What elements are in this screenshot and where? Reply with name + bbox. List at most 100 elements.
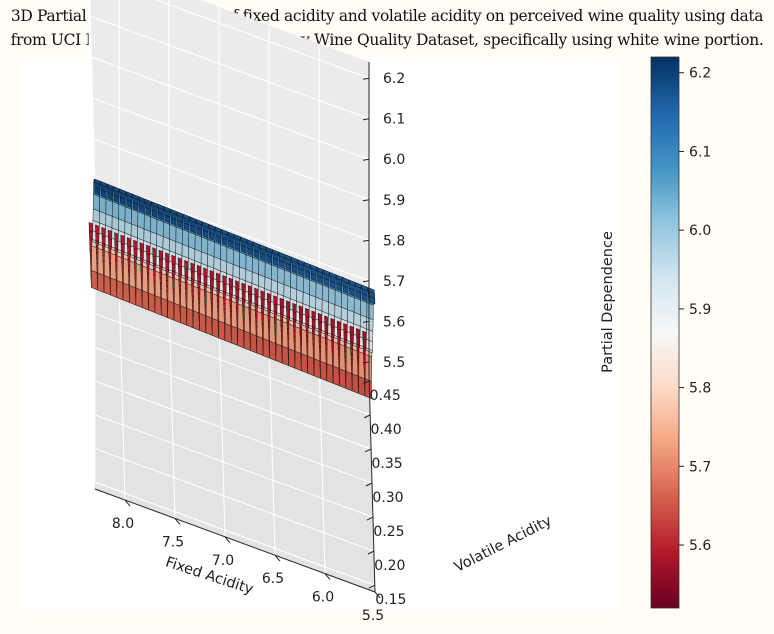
x-tick-mark: [274, 554, 281, 562]
y-tick-label: 0.35: [371, 456, 402, 472]
surface-patch: [283, 269, 291, 288]
z-tick-mark: [362, 158, 370, 161]
z-tick-mark: [362, 361, 370, 364]
surface-patch: [264, 261, 272, 280]
colorbar-tick-label: 6.1: [689, 144, 711, 160]
surface-patch: [156, 219, 164, 237]
surface-patch: [124, 206, 132, 225]
y-tick-mark: [365, 482, 373, 487]
colorbar-tick-label: 5.8: [689, 381, 711, 397]
y-tick-label: 0.25: [373, 524, 404, 540]
surface-patch: [328, 287, 336, 305]
grid-line-z-back: [88, 96, 370, 201]
x-tick-mark: [324, 573, 331, 580]
surface-patch: [245, 254, 253, 273]
surface-patch: [271, 264, 279, 283]
y-tick-label: 0.20: [374, 558, 405, 574]
surface-patch: [131, 208, 139, 227]
colorbar-tick-label: 6.0: [689, 223, 711, 239]
surface-patch: [162, 221, 170, 240]
grid-line-z-back: [88, 136, 370, 241]
z-tick-mark: [362, 77, 370, 80]
surface-patch: [99, 196, 107, 215]
y-tick-mark: [363, 414, 371, 419]
surface-patch: [169, 224, 177, 242]
y-tick-mark: [367, 550, 375, 555]
grid-line-z-back: [88, 15, 370, 120]
grid-line-z-side: [88, 258, 96, 477]
z-tick-mark: [362, 199, 370, 202]
grid-line-z-back: [154, 0, 370, 79]
colorbar-tick-label: 6.2: [689, 66, 711, 82]
x-tick-label: 7.0: [212, 553, 234, 569]
surface-patch: [290, 272, 298, 290]
surface-patch: [226, 246, 234, 265]
y-tick-mark: [366, 516, 374, 521]
z-axis-ticks: 5.5 5.6 5.7 5.8 5.9 6.0 6.1 6.2: [362, 71, 405, 371]
x-tick-label: 6.5: [262, 571, 284, 587]
z-tick-label: 5.7: [383, 274, 405, 290]
z-tick-label: 5.9: [383, 193, 405, 209]
y-tick-mark: [368, 584, 376, 589]
grid-line-y-floor: [92, 413, 374, 518]
y-tick-label: 0.40: [371, 422, 402, 438]
surface-patch: [309, 279, 317, 298]
z-tick-label: 6.1: [383, 112, 405, 128]
z-tick-mark: [362, 118, 370, 121]
colorbar-tick-label: 5.7: [689, 459, 711, 475]
surface-patch: [302, 277, 310, 295]
surface-patch: [220, 244, 228, 263]
x-tick-mark: [124, 499, 131, 507]
x-tick-mark: [174, 518, 181, 525]
y-tick-mark: [362, 380, 370, 385]
surface-patch: [143, 213, 151, 232]
grid-line-y-floor: [89, 311, 371, 416]
x-tick-label: 5.5: [362, 608, 384, 624]
surface-patch: [341, 292, 349, 310]
y-tick-label: 0.30: [372, 490, 403, 506]
x-tick-label: 8.0: [112, 516, 134, 532]
surface-plot: [88, 178, 376, 399]
surface-patch: [360, 299, 368, 318]
surface-patch: [111, 201, 120, 220]
y-axis-ticks: 0.45 0.40 0.35 0.30 0.25 0.20 0.15: [362, 380, 406, 608]
x-axis-ticks: 8.0 7.5 7.0 6.5 6.0 5.5: [112, 499, 384, 624]
surface-patch: [251, 256, 260, 275]
surface-patch: [188, 231, 196, 250]
surface-patch: [232, 249, 240, 268]
z-tick-mark: [362, 239, 370, 242]
x-tick-label: 7.5: [162, 534, 184, 550]
surface-patch: [150, 216, 158, 235]
surface-patch: [201, 236, 209, 255]
grid-line-y-floor: [91, 379, 373, 484]
surface-patch: [353, 297, 361, 316]
x-tick-label: 6.0: [312, 590, 334, 606]
surface-patch: [105, 198, 113, 217]
surface-patch: [137, 211, 145, 230]
colorbar: [650, 56, 680, 609]
colorbar-tick-label: 5.9: [689, 302, 711, 318]
z-tick-mark: [362, 280, 370, 283]
y-tick-label: 0.15: [375, 592, 406, 608]
surface-patch: [92, 193, 100, 212]
z-tick-label: 5.5: [383, 355, 405, 371]
surface-patch: [366, 302, 374, 321]
y-tick-mark: [364, 448, 372, 453]
grid-line-z-back: [88, 55, 370, 160]
z-axis-label: Partial Dependence: [600, 231, 616, 373]
x-tick-mark: [224, 536, 231, 544]
surface-patch: [347, 294, 355, 313]
surface-patch: [296, 274, 304, 293]
surface-patch: [321, 284, 330, 303]
z-tick-label: 6.2: [383, 71, 405, 87]
grid-line-y-floor: [94, 481, 376, 586]
surface-patch: [239, 251, 247, 270]
surface-patch: [175, 226, 183, 245]
z-tick-label: 5.6: [383, 314, 405, 330]
surface-patch: [207, 239, 215, 257]
surface-patch: [258, 259, 266, 278]
surface-patch: [213, 241, 221, 260]
grid-line-y-floor: [90, 345, 372, 450]
z-tick-label: 5.8: [383, 233, 405, 249]
